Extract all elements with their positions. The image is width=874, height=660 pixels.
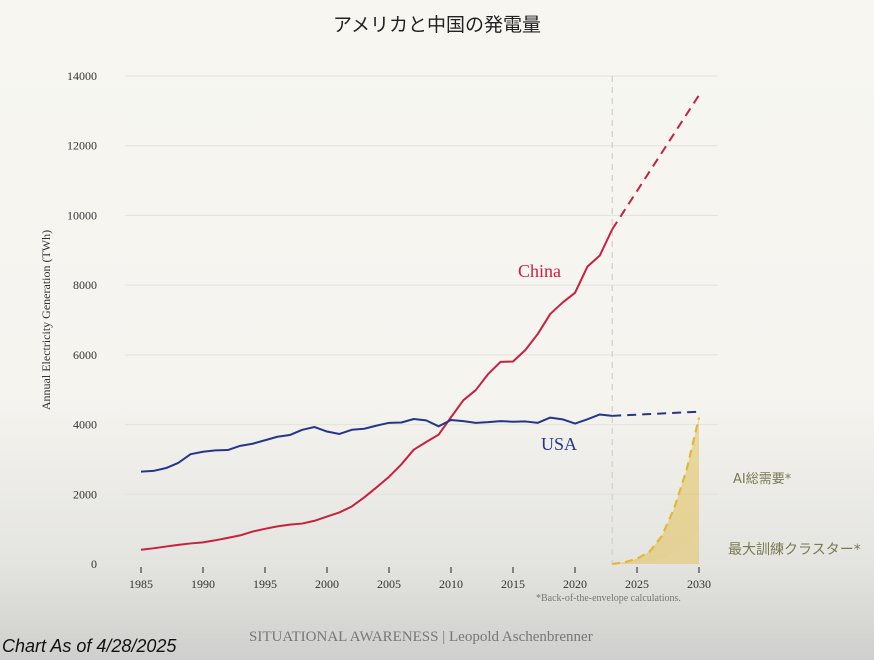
chart-date-caption: Chart As of 4/28/2025 (2, 636, 177, 656)
area-ai-total-demand (612, 417, 699, 564)
footnote: *Back-of-the-envelope calculations. (536, 593, 681, 604)
x-tick-label: 2025 (625, 577, 649, 591)
label-largest-cluster: 最大訓練クラスター* (728, 542, 861, 558)
x-tick-label: 1990 (191, 577, 215, 591)
line-china-projection (611, 94, 700, 230)
y-tick-label: 2000 (73, 487, 97, 501)
x-tick-label: 2020 (563, 577, 587, 591)
footer-credit: SITUATIONAL AWARENESS | Leopold Aschenbr… (249, 629, 593, 645)
y-tick-label: 0 (91, 557, 97, 571)
x-tick-label: 2010 (439, 577, 463, 591)
label-china: China (518, 261, 561, 281)
y-tick-label: 12000 (67, 139, 97, 153)
label-usa: USA (541, 434, 577, 454)
x-tick-label: 2030 (687, 577, 711, 591)
y-tick-label: 8000 (73, 278, 97, 292)
x-tick-label: 1985 (129, 577, 153, 591)
x-tick-label: 2000 (315, 577, 339, 591)
y-axis-label: Annual Electricity Generation (TWh) (39, 230, 53, 410)
chart-title: アメリカと中国の発電量 (332, 14, 542, 36)
y-tick-label: 4000 (73, 418, 97, 432)
area-largest-cluster (612, 529, 699, 564)
line-usa (140, 413, 613, 473)
label-ai-total: AI総需要* (733, 472, 792, 487)
y-tick-label: 10000 (67, 208, 97, 222)
y-tick-label: 14000 (67, 69, 97, 83)
y-tick-label: 6000 (73, 348, 97, 362)
line-ai-total-demand (612, 417, 701, 566)
x-tick-label: 2005 (377, 577, 401, 591)
line-china (140, 228, 614, 551)
x-tick-label: 1995 (253, 577, 277, 591)
x-tick-label: 2015 (501, 577, 525, 591)
line-usa-projection (612, 410, 700, 417)
